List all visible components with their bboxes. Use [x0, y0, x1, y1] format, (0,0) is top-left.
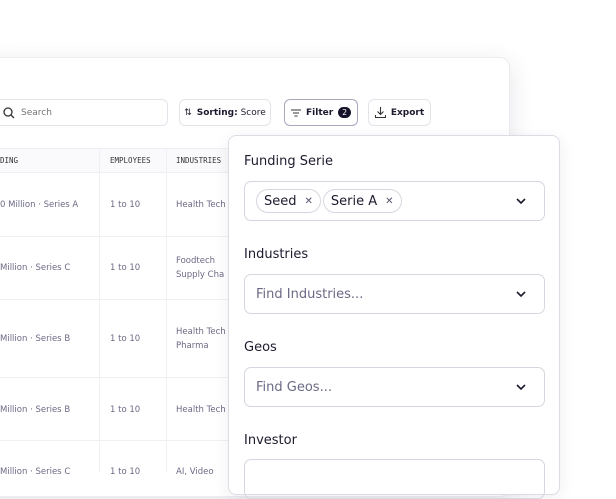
column-header-funding[interactable]: DING: [0, 156, 19, 165]
geos-select[interactable]: Find Geos...: [244, 367, 545, 407]
sorting-button[interactable]: ⇅ Sorting: Score: [179, 99, 271, 126]
column-header-industries[interactable]: INDUSTRIES: [176, 156, 222, 165]
table-row[interactable]: [0, 378, 230, 441]
table-header: [0, 148, 230, 173]
table-row[interactable]: [0, 173, 230, 237]
remove-chip-icon[interactable]: ✕: [385, 195, 394, 207]
chevron-down-icon[interactable]: [515, 195, 527, 207]
industries-select[interactable]: Find Industries...: [244, 274, 545, 314]
column-divider: [99, 148, 100, 472]
column-header-employees[interactable]: EMPLOYEES: [110, 156, 151, 165]
table-row[interactable]: [0, 237, 230, 300]
filter-panel: Funding Serie Seed ✕ Serie A ✕ Industries …: [228, 135, 560, 499]
geos-label: Geos: [244, 340, 277, 355]
chevron-down-icon[interactable]: [515, 288, 527, 300]
search-input[interactable]: [21, 107, 141, 118]
chevron-down-icon[interactable]: [515, 381, 527, 393]
chip-seed: Seed ✕: [256, 189, 321, 213]
sort-arrows-icon: ⇅: [184, 107, 192, 118]
filter-count-badge: 2: [338, 107, 351, 118]
investor-label: Investor: [244, 433, 297, 448]
column-divider: [166, 148, 167, 472]
funding-serie-label: Funding Serie: [244, 154, 333, 169]
filter-icon: [291, 108, 302, 117]
funding-serie-select[interactable]: Seed ✕ Serie A ✕: [244, 181, 545, 221]
chip-serie-a: Serie A ✕: [322, 189, 402, 213]
export-button[interactable]: Export: [368, 99, 431, 126]
remove-chip-icon[interactable]: ✕: [304, 195, 313, 207]
filter-button[interactable]: Filter 2: [284, 99, 358, 126]
download-icon: [374, 107, 386, 118]
table-row[interactable]: [0, 300, 230, 378]
investor-select[interactable]: [244, 459, 545, 499]
industries-label: Industries: [244, 247, 309, 262]
search-field[interactable]: [0, 99, 168, 126]
search-icon: [3, 106, 15, 118]
